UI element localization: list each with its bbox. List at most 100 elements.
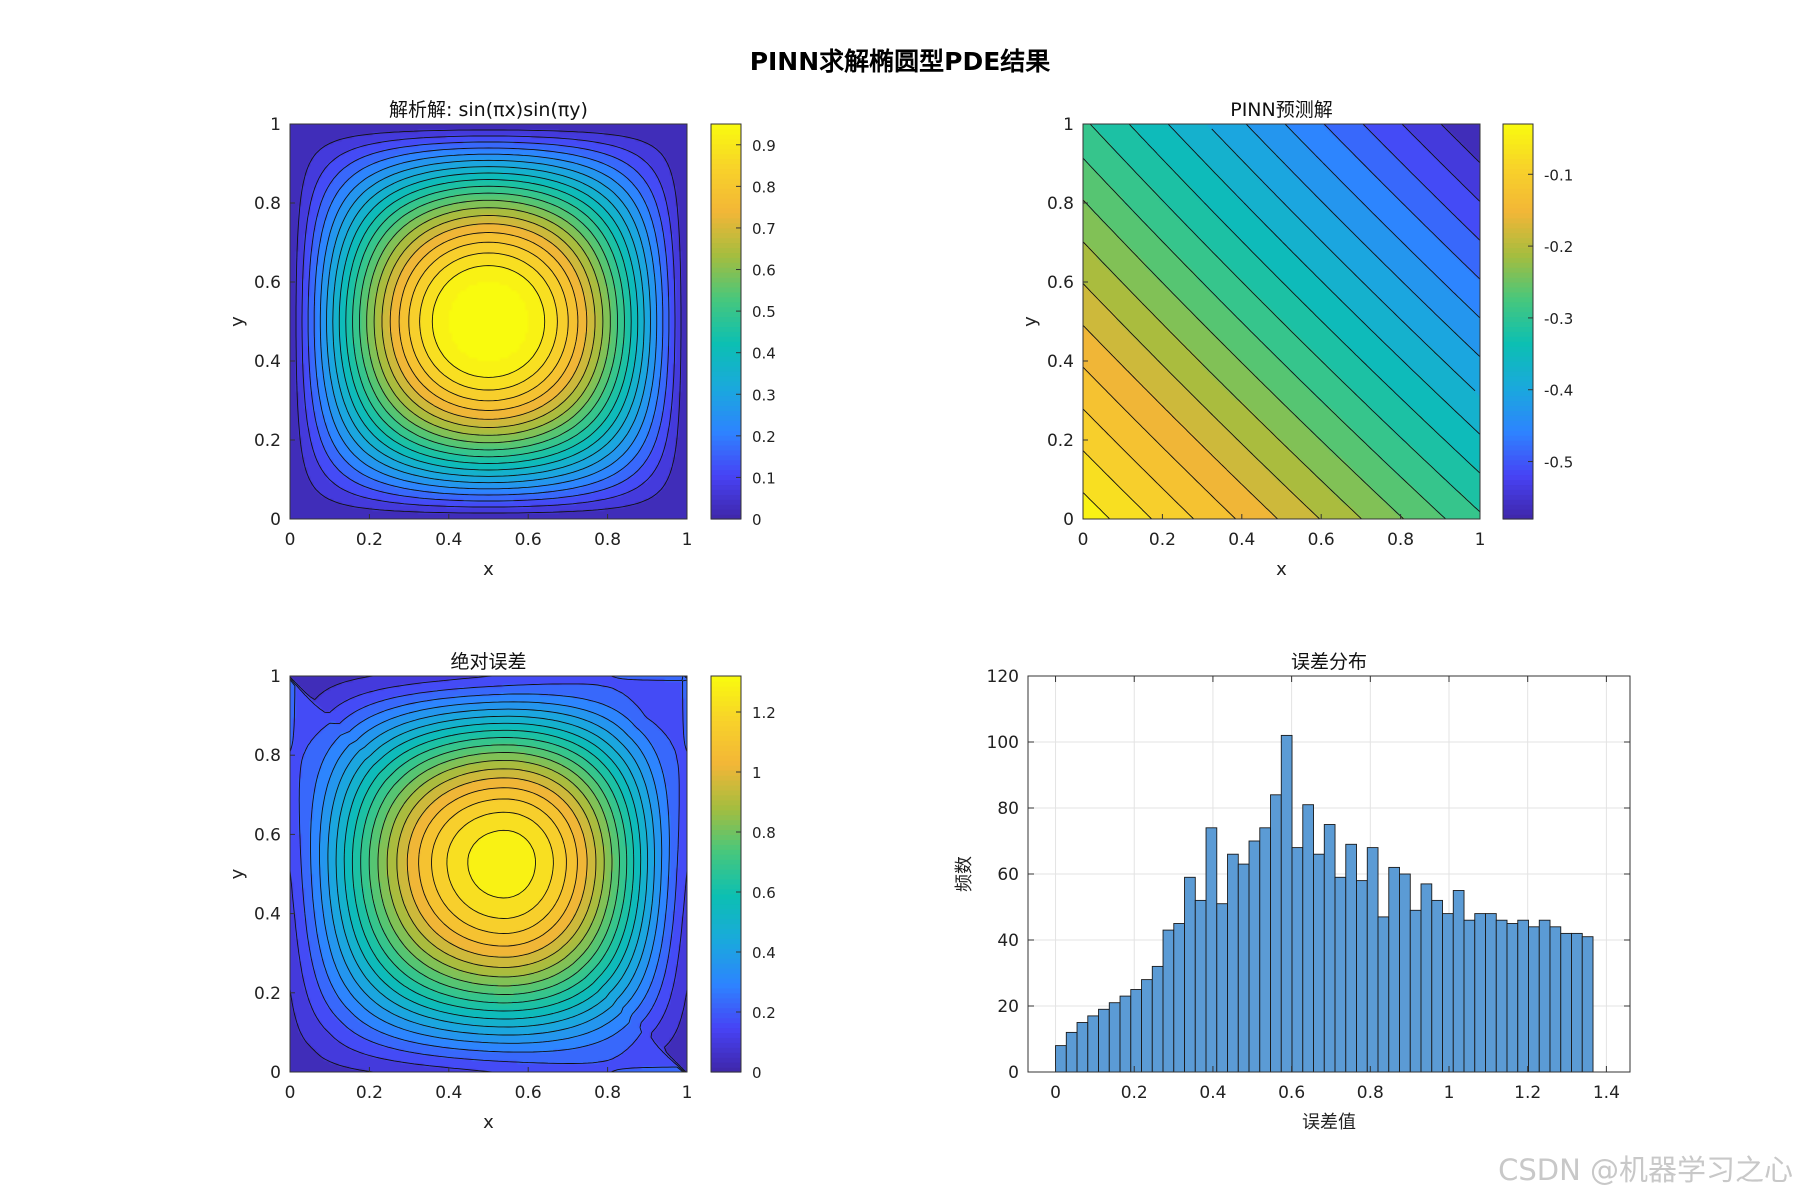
y-axis-label: y	[1020, 316, 1041, 327]
colorbar-segment	[1503, 405, 1533, 411]
histogram-bar	[1151, 965, 1164, 1073]
colorbar-segment	[711, 775, 741, 781]
colorbar-segment	[1503, 356, 1533, 362]
colorbar-segment	[1503, 380, 1533, 387]
colorbar-segment	[711, 690, 741, 697]
colorbar-segment	[1503, 351, 1533, 357]
y-tick-label: 0.2	[254, 431, 281, 451]
colorbar-segment	[711, 331, 741, 337]
colorbar-tick-label: -0.5	[1544, 454, 1573, 472]
colorbar-tick-label: 0.5	[752, 303, 776, 321]
colorbar-segment	[711, 973, 741, 979]
axes-title: 误差分布	[1291, 651, 1367, 673]
colorbar-segment	[1503, 193, 1533, 199]
colorbar-segment	[711, 903, 741, 910]
x-tick-label: 0	[1078, 530, 1089, 550]
colorbar-segment	[1503, 178, 1533, 184]
x-tick-label: 0.4	[1228, 530, 1255, 550]
histogram-bar	[1087, 1015, 1099, 1073]
colorbar-segment	[1503, 217, 1533, 224]
y-tick-label: 20	[997, 997, 1019, 1017]
colorbar-segment	[711, 370, 741, 377]
colorbar-segment	[711, 680, 741, 687]
colorbar: 0 0.1 0.2 0.3 0.4 0.5 0.6 0.7 0.8 0.9	[710, 123, 776, 529]
colorbar-tick-label: 0.9	[752, 137, 776, 155]
colorbar-segment	[711, 893, 741, 900]
histogram-bar	[1076, 1022, 1089, 1073]
colorbar-tick-label: 0	[752, 1064, 762, 1082]
histogram-bar	[1248, 840, 1261, 1073]
colorbar-segment	[711, 227, 741, 234]
colorbar-segment	[1503, 346, 1533, 352]
colorbar-segment	[711, 203, 741, 209]
colorbar-segment	[711, 361, 741, 367]
colorbar-segment	[1503, 128, 1533, 135]
histogram-bar	[1173, 923, 1185, 1073]
contour-lines	[295, 129, 682, 514]
y-tick-label: 1	[1063, 115, 1074, 135]
histogram-bar	[1313, 853, 1325, 1073]
colorbar-segment	[711, 844, 741, 850]
colorbar-segment	[711, 948, 741, 954]
colorbar-segment	[711, 474, 741, 481]
y-tick-label: 120	[987, 667, 1019, 687]
colorbar-segment	[1503, 153, 1533, 160]
histogram-bar	[1388, 866, 1400, 1073]
colorbar-segment	[711, 938, 741, 944]
colorbar-segment	[711, 770, 741, 776]
colorbar-segment	[711, 799, 741, 806]
colorbar-segment	[711, 1067, 741, 1073]
colorbar-segment	[711, 459, 741, 466]
histogram-bar	[1055, 1045, 1067, 1073]
colorbar: -0.1 -0.2 -0.3 -0.4 -0.5	[1502, 123, 1573, 520]
colorbar-segment	[1503, 242, 1533, 249]
x-tick-label: 1	[1444, 1083, 1455, 1103]
y-tick-label: 0.6	[1047, 273, 1074, 293]
colorbar-segment	[1503, 474, 1533, 481]
colorbar-segment	[711, 430, 741, 436]
x-axis-label: x	[1276, 559, 1287, 580]
histogram-bar	[1227, 853, 1239, 1073]
colorbar-segment	[711, 351, 741, 357]
histogram-bar	[1442, 913, 1454, 1073]
x-tick-label: 0.4	[435, 530, 462, 550]
colorbar-segment	[711, 839, 741, 845]
y-tick-label: 80	[997, 799, 1019, 819]
y-tick-label: 0.8	[1047, 194, 1074, 214]
x-tick-label: 0.8	[1357, 1083, 1384, 1103]
colorbar-segment	[711, 1037, 741, 1043]
colorbar-segment	[711, 509, 741, 515]
colorbar-segment	[711, 1022, 741, 1029]
colorbar-segment	[711, 257, 741, 263]
colorbar-segment	[1503, 341, 1533, 347]
colorbar-segment	[711, 869, 741, 875]
y-tick-label: 0	[1063, 510, 1074, 530]
colorbar-segment	[1503, 489, 1533, 495]
colorbar-segment	[711, 286, 741, 293]
histogram-bar	[1538, 919, 1551, 1073]
colorbar-segment	[1503, 444, 1533, 451]
colorbar-segment	[711, 479, 741, 486]
colorbar-segment	[1503, 400, 1533, 407]
colorbar-segment	[711, 336, 741, 342]
colorbar-segment	[711, 1042, 741, 1048]
x-tick-label: 0.8	[594, 1083, 621, 1103]
colorbar-segment	[711, 765, 741, 771]
x-tick-label: 1	[682, 1083, 693, 1103]
colorbar-segment	[711, 425, 741, 431]
colorbar-tick-label: -0.2	[1544, 238, 1573, 256]
colorbar-segment	[711, 138, 741, 145]
colorbar-segment	[1503, 222, 1533, 229]
colorbar-segment	[711, 1017, 741, 1024]
colorbar-segment	[711, 124, 741, 130]
colorbar-segment	[711, 958, 741, 964]
y-axis-label: y	[227, 868, 248, 879]
colorbar-segment	[711, 410, 741, 416]
colorbar-segment	[711, 514, 741, 520]
colorbar-segment	[711, 735, 741, 741]
colorbar-segment	[711, 834, 741, 840]
colorbar-segment	[1503, 479, 1533, 486]
colorbar-segment	[1503, 514, 1533, 520]
colorbar-tick-label: 1.2	[752, 704, 776, 722]
colorbar-segment	[1503, 124, 1533, 130]
